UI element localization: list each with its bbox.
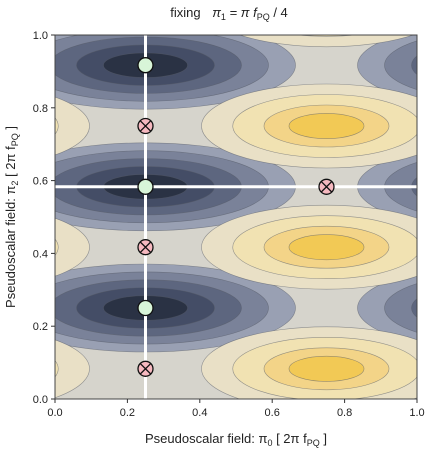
y-tick-label: 0.2	[33, 321, 48, 333]
y-tick-label: 1.0	[33, 30, 48, 42]
x-tick-label: 0.6	[265, 407, 280, 419]
contour-bump-2-1	[55, 360, 59, 378]
y-axis-label: Pseudoscalar field: π2 [ 2π fPQ ]	[3, 126, 20, 308]
contour-well-2-1	[384, 283, 417, 333]
contour-bump-2-3	[288, 355, 365, 382]
contour-bump-0-3	[288, 113, 365, 139]
y-tick-label: 0.8	[33, 103, 48, 115]
saddle-point-3	[318, 178, 335, 195]
contour-bump-3-0	[238, 35, 415, 48]
contour-well-0-2	[411, 55, 417, 75]
contour-bump-2-0	[55, 339, 90, 399]
minimum-point-1	[137, 178, 154, 195]
contour-bump-3-1	[0, 0, 58, 36]
x-tick-label: 0.4	[192, 407, 207, 419]
contour-bump-1-1	[55, 238, 59, 256]
plot-frame	[54, 34, 418, 400]
contour-bump-3-3	[289, 0, 364, 17]
y-tick-label: 0.6	[33, 176, 48, 188]
contour-bump-1-3	[288, 234, 365, 261]
contour-bump-3-3	[0, 0, 2, 17]
contour-bump-3-2	[0, 0, 27, 26]
x-tick-label: 0.8	[337, 407, 352, 419]
plot-area	[0, 0, 418, 400]
chart-title: fixing π1 = π fPQ / 4	[170, 5, 288, 22]
x-tick-label: 1.0	[409, 407, 424, 419]
contour-bump-1-3	[0, 235, 2, 260]
x-axis-label: Pseudoscalar field: π0 [ 2π fPQ ]	[145, 431, 327, 448]
guide-lines	[55, 35, 417, 399]
markers	[137, 57, 335, 377]
x-axis-ticks: 0.0 0.2 0.4 0.6 0.8 1.0	[47, 399, 425, 419]
minimum-point-0	[137, 57, 154, 74]
saddle-point-0	[137, 117, 154, 135]
contour-bump-2-2	[0, 348, 27, 390]
contour-bump-0-1	[55, 117, 59, 135]
y-tick-label: 0.0	[33, 394, 48, 406]
contour-well-0-1	[384, 40, 417, 90]
y-tick-label: 0.4	[33, 248, 48, 260]
saddle-point-2	[137, 360, 154, 377]
x-tick-label: 0.2	[120, 407, 135, 419]
minimum-point-2	[137, 299, 154, 317]
contour-bump-1-0	[55, 217, 90, 277]
x-tick-label: 0.0	[47, 407, 62, 419]
contour-well-2-2	[411, 298, 417, 318]
contour-bump-2-3	[0, 356, 2, 381]
y-axis-ticks: 0.0 0.2 0.4 0.6 0.8 1.0	[33, 30, 55, 406]
contour-bump-0-0	[55, 96, 90, 156]
contour-bump-0-3	[0, 113, 2, 138]
saddle-point-1	[137, 239, 154, 256]
